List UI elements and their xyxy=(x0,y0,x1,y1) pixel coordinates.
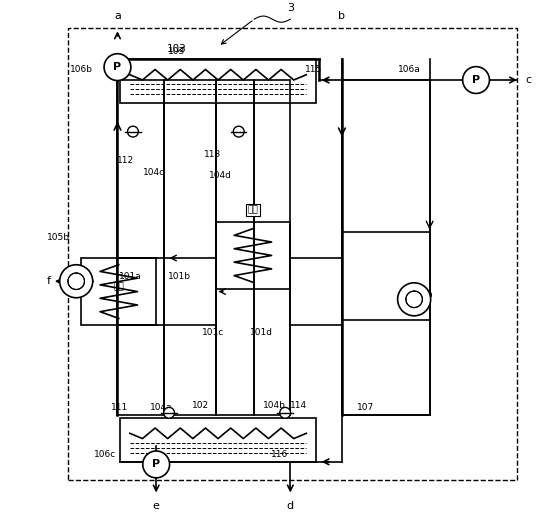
Text: 105a: 105a xyxy=(410,289,433,299)
Circle shape xyxy=(463,67,489,93)
Text: 101a: 101a xyxy=(119,271,142,281)
Text: P: P xyxy=(152,459,160,470)
Text: 103: 103 xyxy=(168,47,185,56)
Text: 115: 115 xyxy=(305,65,322,74)
Circle shape xyxy=(280,408,291,418)
Bar xyxy=(342,80,430,415)
Text: P: P xyxy=(472,75,480,85)
Text: 解吸: 解吸 xyxy=(248,205,258,214)
Text: 104c: 104c xyxy=(143,168,165,178)
Text: 106b: 106b xyxy=(70,65,93,74)
Text: b: b xyxy=(338,11,346,21)
Circle shape xyxy=(143,451,170,478)
Text: c: c xyxy=(525,75,531,85)
Text: 104d: 104d xyxy=(209,171,232,180)
Text: 111: 111 xyxy=(111,403,129,412)
Text: 106c: 106c xyxy=(94,449,116,459)
Text: 3: 3 xyxy=(287,3,294,13)
Bar xyxy=(216,80,254,415)
Text: 114: 114 xyxy=(290,400,307,410)
Text: 107: 107 xyxy=(357,403,374,412)
Bar xyxy=(120,59,316,103)
Text: 104b: 104b xyxy=(263,400,286,410)
Bar xyxy=(81,258,156,325)
Circle shape xyxy=(398,283,431,316)
Bar xyxy=(120,418,316,462)
Text: 103: 103 xyxy=(167,44,186,54)
Bar xyxy=(118,80,164,415)
Text: a: a xyxy=(114,11,121,21)
Circle shape xyxy=(234,126,244,137)
Bar xyxy=(254,80,290,415)
Text: 104a: 104a xyxy=(150,403,172,412)
Text: 102: 102 xyxy=(192,400,208,410)
Text: 101c: 101c xyxy=(202,328,224,337)
Circle shape xyxy=(164,408,175,418)
Text: 101b: 101b xyxy=(168,271,191,281)
Circle shape xyxy=(128,126,138,137)
Text: 106a: 106a xyxy=(398,65,421,74)
Text: P: P xyxy=(114,62,122,72)
Text: e: e xyxy=(153,501,160,510)
Text: f: f xyxy=(46,276,50,286)
Circle shape xyxy=(104,54,131,80)
Text: 112: 112 xyxy=(116,155,134,165)
Bar xyxy=(68,28,517,480)
Text: d: d xyxy=(287,501,294,510)
Text: 105b: 105b xyxy=(46,233,69,242)
Bar xyxy=(164,80,216,415)
Text: 116: 116 xyxy=(272,449,288,459)
Bar xyxy=(216,222,290,289)
Text: 吸収: 吸収 xyxy=(113,282,124,291)
Circle shape xyxy=(60,265,93,298)
Text: 101d: 101d xyxy=(250,328,273,337)
Text: 113: 113 xyxy=(204,150,222,159)
